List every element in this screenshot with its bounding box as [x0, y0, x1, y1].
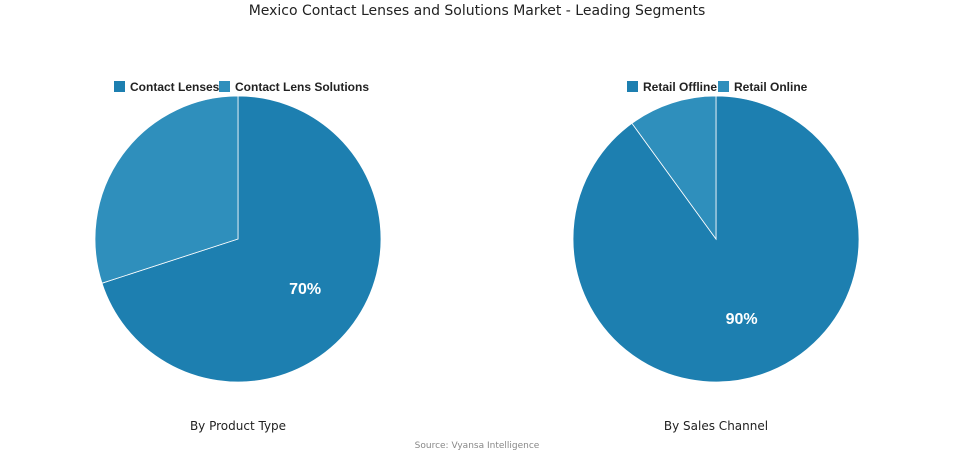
- pie-slice-retail-online: [631, 95, 717, 241]
- legend-swatch-contact-lenses: [114, 81, 125, 92]
- chart-caption: By Product Type: [190, 419, 286, 433]
- legend-swatch-retail-online: [718, 81, 729, 92]
- legend-label-retail-offline: Retail Offline: [643, 80, 717, 94]
- pie-slice-contact-lens-solutions: [94, 95, 239, 284]
- legend-label-retail-online: Retail Online: [734, 80, 808, 94]
- source-note: Source: Vyansa Intelligence: [415, 441, 540, 451]
- legend-swatch-retail-offline: [627, 81, 638, 92]
- slice-label-contact-lenses: 70%: [289, 281, 321, 298]
- slice-label-retail-offline: 90%: [726, 311, 758, 328]
- product-type-pie-chart: 70% Contact Lenses Contact Lens Solutions B…: [94, 80, 382, 433]
- legend-label-contact-lens-solutions: Contact Lens Solutions: [235, 80, 369, 94]
- sales-channel-pie-chart: 90% Retail Offline Retail Online By Sales C…: [572, 80, 860, 433]
- legend-label-contact-lenses: Contact Lenses: [130, 80, 220, 94]
- pie-slice-contact-lenses: [101, 95, 382, 383]
- chart-caption: By Sales Channel: [664, 419, 768, 433]
- chart-title: Mexico Contact Lenses and Solutions Mark…: [249, 3, 706, 19]
- legend-swatch-contact-lens-solutions: [219, 81, 230, 92]
